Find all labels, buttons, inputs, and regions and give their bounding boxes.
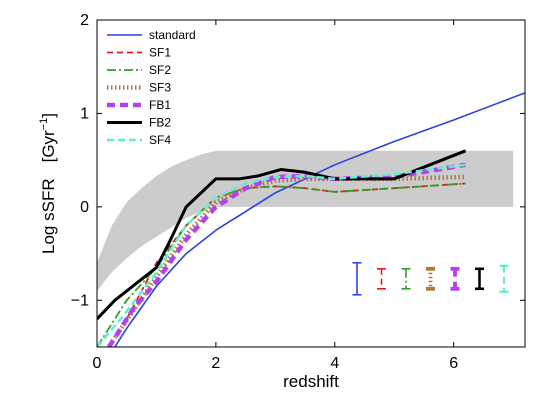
y-tick-label: 1 — [80, 105, 89, 122]
series-line-fb2 — [97, 149, 467, 321]
y-tick-label: −1 — [71, 292, 89, 309]
y-axis-label-unit-exponent: −1 — [38, 118, 50, 131]
error-bar-sf4 — [499, 264, 509, 293]
series-line-sf4 — [97, 163, 466, 347]
legend-label-sf3: SF3 — [149, 81, 171, 95]
error-bar-sf2 — [401, 267, 411, 290]
observed-ssfr-band — [97, 150, 514, 291]
legend-label-sf1: SF1 — [149, 46, 171, 60]
x-tick-label: 2 — [211, 355, 220, 372]
error-bar-sf1 — [377, 267, 386, 290]
series-line-fb1 — [106, 162, 466, 347]
error-bar-fb1 — [450, 266, 460, 291]
legend-label-fb1: FB1 — [149, 98, 171, 112]
legend-label-fb2: FB2 — [149, 116, 171, 130]
legend-label-sf2: SF2 — [149, 63, 171, 77]
legend-label-standard: standard — [149, 28, 196, 42]
y-axis-label: Log sSFR [Gyr−1] — [38, 113, 58, 254]
error-bar-sf3 — [426, 266, 435, 291]
legend-label-sf4: SF4 — [149, 133, 171, 147]
x-axis-label: redshift — [283, 372, 339, 391]
x-tick-label: 0 — [93, 355, 102, 372]
error-bar-standard — [352, 261, 362, 296]
error-bar-fb2 — [475, 267, 484, 291]
plot-frame — [96, 19, 526, 348]
x-tick-label: 6 — [449, 355, 458, 372]
y-axis-label-unit: [Gyr — [39, 130, 58, 162]
y-axis-label-main: Log sSFR — [39, 178, 58, 254]
x-tick-label: 4 — [330, 355, 339, 372]
y-tick-label: 2 — [80, 12, 89, 29]
series-line-standard — [114, 92, 525, 347]
y-axis-label-unit-close: ] — [39, 113, 58, 118]
y-tick-label: 0 — [80, 199, 89, 216]
